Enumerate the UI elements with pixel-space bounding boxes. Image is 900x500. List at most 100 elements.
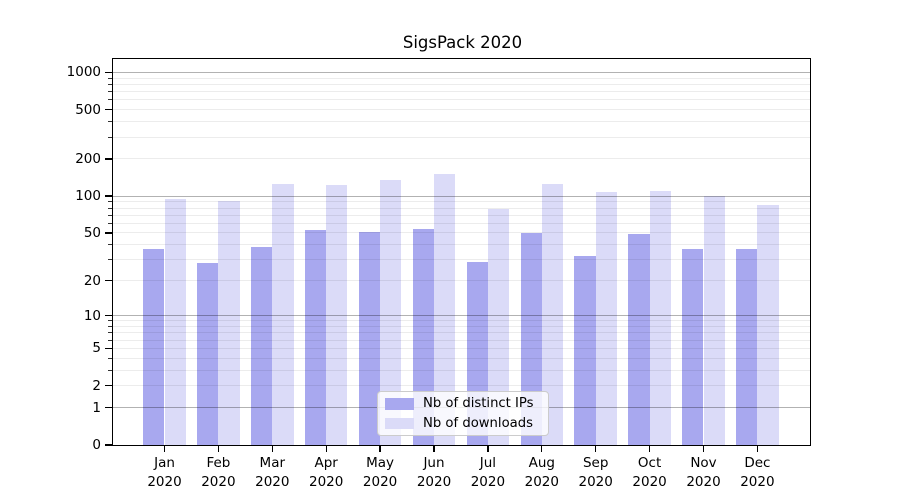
major-gridline-1000 (113, 71, 810, 73)
minor-gridline-800 (113, 83, 810, 85)
bar-distinct-ips-sep (574, 256, 596, 445)
x-tick-year: 2020 (255, 473, 290, 490)
legend-label-distinct-ips: Nb of distinct IPs (423, 396, 534, 411)
y-tick-mark-200 (104, 158, 112, 160)
y-tick-label-1000: 1000 (66, 64, 101, 81)
bar-distinct-ips-feb (197, 263, 219, 445)
minor-gridline-8 (113, 326, 810, 327)
x-tick-month: Nov (690, 455, 717, 471)
y-tick-mark-5 (104, 347, 112, 350)
minor-gridline-2 (113, 385, 810, 387)
minor-gridline-700 (113, 91, 810, 93)
y-tick-label-5: 5 (92, 340, 101, 357)
y-tick-mark-100 (104, 195, 112, 197)
bar-downloads-sep (595, 192, 617, 445)
x-tick-mark-aug (541, 445, 543, 452)
minor-gridline-3 (113, 369, 810, 371)
bar-distinct-ips-mar (251, 247, 273, 445)
bar-distinct-ips-oct (628, 234, 650, 445)
bar-distinct-ips-nov (682, 248, 704, 445)
minor-gridline-500 (113, 109, 810, 111)
legend-swatch-distinct-ips (385, 398, 414, 410)
minor-gridline-600 (113, 99, 810, 101)
x-tick-label-oct: Oct 2020 (618, 454, 682, 491)
x-tick-month: Aug (528, 455, 555, 471)
y-minor-tick-mark-7 (108, 332, 112, 334)
y-minor-tick-mark-700 (108, 91, 112, 93)
y-tick-label-2: 2 (92, 377, 101, 394)
legend: Nb of distinct IPs Nb of downloads (377, 391, 549, 436)
y-tick-label-200: 200 (75, 150, 101, 167)
y-tick-mark-10 (104, 315, 112, 317)
bar-downloads-feb (218, 201, 240, 445)
x-tick-month: Jan (154, 455, 175, 471)
minor-gridline-9 (113, 320, 810, 322)
x-tick-label-dec: Dec 2020 (725, 454, 789, 491)
y-minor-tick-mark-400 (108, 121, 112, 123)
bar-downloads-jul (487, 208, 510, 445)
x-tick-mark-apr (325, 445, 327, 452)
x-tick-year: 2020 (362, 473, 398, 490)
legend-item-downloads: Nb of downloads (385, 416, 541, 432)
x-tick-label-mar: Mar 2020 (240, 454, 304, 491)
y-tick-mark-20 (104, 280, 112, 282)
x-tick-label-apr: Apr 2020 (294, 454, 358, 491)
y-tick-label-500: 500 (75, 101, 101, 118)
minor-gridline-4 (113, 357, 810, 359)
x-tick-year: 2020 (416, 473, 452, 490)
x-tick-mark-jan (163, 445, 166, 452)
major-gridline-10 (113, 315, 810, 317)
x-tick-year: 2020 (740, 473, 775, 490)
minor-gridline-300 (113, 136, 810, 138)
minor-gridline-7 (113, 332, 810, 334)
y-minor-tick-mark-800 (108, 83, 112, 85)
x-tick-label-feb: Feb 2020 (186, 454, 250, 491)
x-tick-mark-jun (433, 445, 435, 452)
y-tick-label-1: 1 (92, 399, 101, 416)
y-minor-tick-mark-4 (108, 357, 112, 359)
minor-gridline-30 (113, 259, 810, 261)
y-tick-label-100: 100 (75, 188, 101, 205)
bar-distinct-ips-dec (736, 248, 758, 445)
y-tick-mark-1000 (104, 71, 112, 73)
y-minor-tick-mark-40 (108, 244, 112, 246)
grid-layer (113, 59, 810, 445)
bar-downloads-mar (272, 184, 294, 445)
y-tick-mark-1 (104, 406, 112, 409)
x-tick-mark-dec (756, 445, 759, 452)
x-tick-year: 2020 (632, 473, 667, 490)
x-tick-label-jul: Jul 2020 (456, 454, 520, 491)
y-tick-label-10: 10 (83, 307, 101, 324)
y-minor-tick-mark-90 (108, 201, 112, 203)
legend-label-downloads: Nb of downloads (423, 415, 533, 431)
major-gridline-100 (113, 195, 810, 197)
bar-downloads-oct (649, 191, 671, 445)
legend-item-distinct-ips: Nb of distinct IPs (385, 396, 541, 412)
y-tick-mark-50 (104, 232, 112, 234)
y-tick-mark-2 (104, 385, 112, 387)
x-tick-mark-mar (271, 445, 273, 452)
minor-gridline-20 (113, 280, 810, 282)
x-tick-mark-feb (217, 445, 220, 452)
y-minor-tick-mark-60 (108, 222, 112, 224)
x-tick-mark-jul (487, 445, 489, 452)
bar-downloads-may (380, 180, 402, 445)
minor-gridline-60 (113, 222, 810, 224)
minor-gridline-70 (113, 214, 810, 216)
x-tick-mark-may (379, 445, 381, 452)
bar-downloads-aug (541, 183, 564, 445)
minor-gridline-200 (113, 158, 810, 160)
bar-downloads-nov (703, 196, 725, 445)
y-minor-tick-mark-9 (108, 320, 112, 322)
y-minor-tick-mark-900 (108, 77, 112, 79)
minor-gridline-400 (113, 121, 810, 123)
bar-distinct-ips-apr (304, 229, 327, 445)
x-tick-mark-nov (702, 445, 705, 452)
minor-gridline-900 (113, 77, 810, 79)
y-tick-mark-500 (104, 109, 112, 111)
y-minor-tick-mark-80 (108, 207, 112, 209)
y-minor-tick-mark-300 (108, 136, 112, 138)
x-tick-year: 2020 (686, 473, 721, 490)
x-tick-month: Oct (637, 455, 662, 471)
